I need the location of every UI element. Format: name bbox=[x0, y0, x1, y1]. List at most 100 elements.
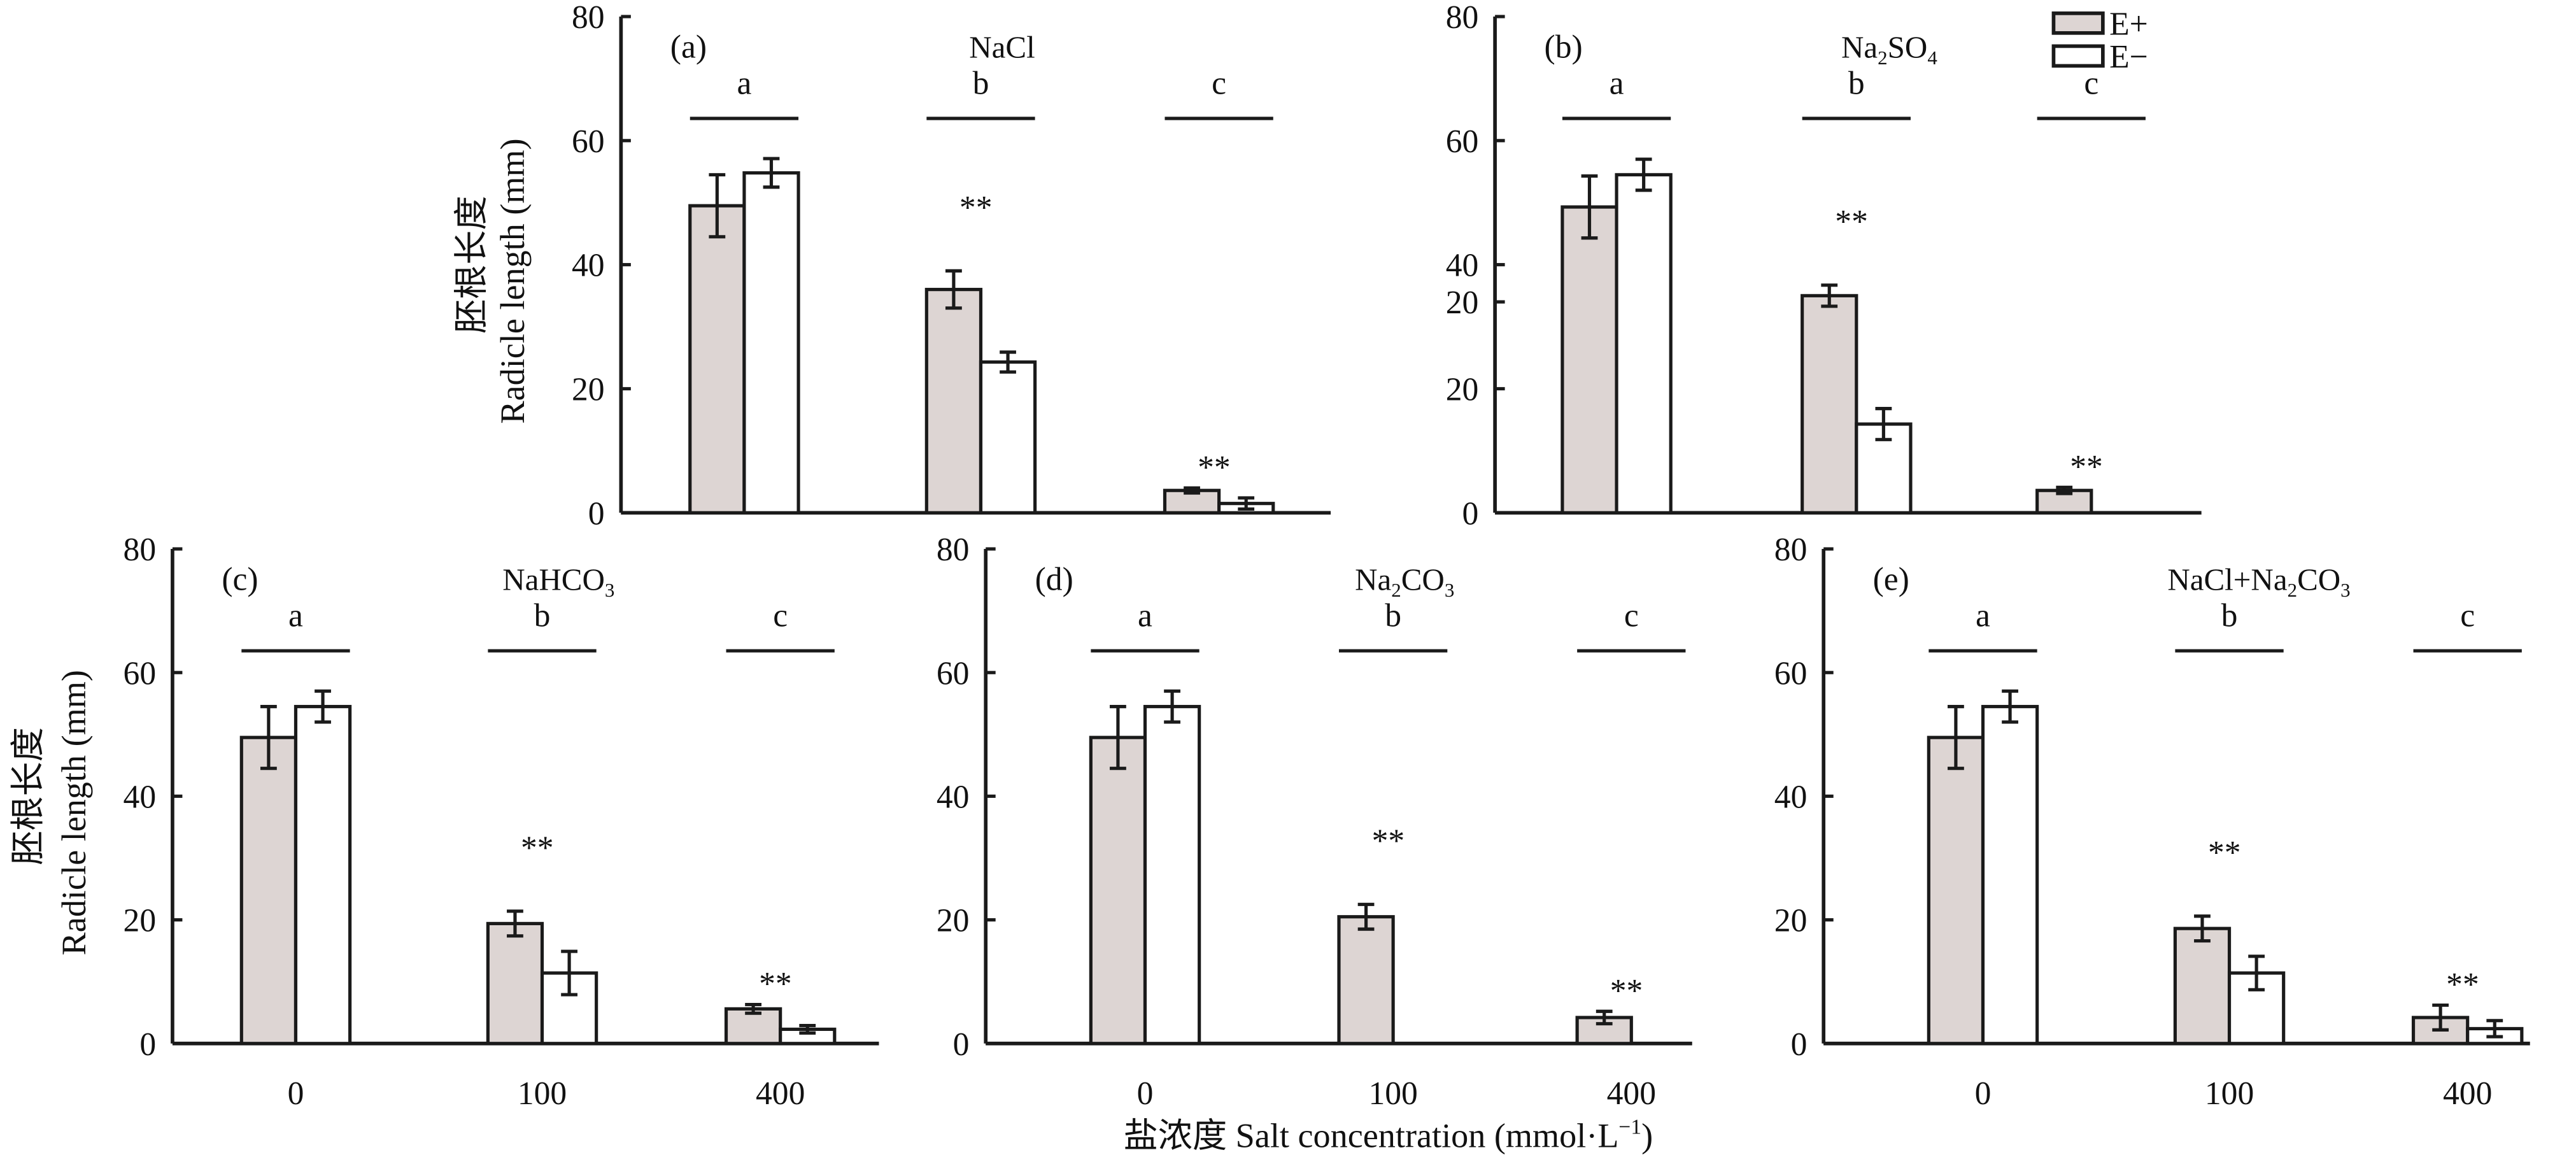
group-letter: b bbox=[1385, 597, 1401, 634]
bar-e-plus bbox=[1089, 735, 1147, 1046]
bar-e-minus bbox=[1615, 173, 1673, 515]
panel-e: 0 20 40 60 80 0 100 400 (e) NaCl+Na2CO3 a b c ** ** bbox=[1774, 532, 2530, 1112]
y-tick-label: 60 bbox=[1774, 655, 1808, 692]
significance-mark: ** bbox=[959, 190, 993, 226]
group-letter: c bbox=[1212, 65, 1226, 101]
significance-mark: ** bbox=[2446, 967, 2479, 1003]
group-letter: a bbox=[1610, 65, 1624, 101]
significance-mark: ** bbox=[521, 830, 554, 866]
x-tick-label: 400 bbox=[1607, 1075, 1656, 1112]
bar-e-plus bbox=[2173, 926, 2232, 1046]
legend-swatch bbox=[2051, 11, 2105, 35]
significance-mark: ** bbox=[759, 966, 792, 1002]
y-tick-label: 80 bbox=[572, 0, 605, 36]
panel-title: Na2SO4 bbox=[1841, 30, 1937, 69]
legend: E+E− bbox=[2051, 6, 2148, 75]
y-tick-label: 20 bbox=[1446, 285, 1479, 321]
y-tick-label: 60 bbox=[572, 124, 605, 160]
legend-label: E− bbox=[2109, 39, 2148, 75]
x-axis-label: 盐浓度 Salt concentration (mmol·L−1) bbox=[1124, 1116, 1653, 1155]
y-tick-label: 40 bbox=[124, 779, 157, 815]
x-tick-label: 100 bbox=[1368, 1075, 1417, 1112]
bar-e-minus bbox=[1143, 705, 1201, 1046]
y-axis-label: Radicle length (mm) bbox=[493, 138, 532, 423]
bar-e-plus bbox=[239, 735, 298, 1046]
significance-mark: ** bbox=[2208, 835, 2241, 871]
y-tick-label: 0 bbox=[1462, 495, 1479, 532]
bar-e-minus bbox=[1981, 705, 2039, 1046]
group-letter: c bbox=[2460, 597, 2475, 634]
bar-e-minus bbox=[742, 171, 800, 515]
y-tick-label: 80 bbox=[937, 532, 970, 568]
group-letter: c bbox=[2084, 65, 2098, 101]
group-letter: a bbox=[1976, 597, 1990, 634]
y-tick-label: 20 bbox=[124, 903, 157, 939]
x-tick-label: 0 bbox=[1975, 1075, 1992, 1112]
panel-title: Na2CO3 bbox=[1355, 562, 1454, 601]
significance-mark: ** bbox=[1198, 450, 1231, 486]
bar-e-plus bbox=[1560, 205, 1618, 515]
y-axis-label-cn: 胚根长度 bbox=[453, 195, 491, 334]
panel-label: (c) bbox=[222, 562, 258, 598]
legend-swatch bbox=[2051, 44, 2105, 68]
bar-e-plus bbox=[1163, 488, 1221, 515]
y-tick-label: 20 bbox=[1774, 903, 1808, 939]
x-tick-label: 400 bbox=[2443, 1075, 2492, 1112]
bar-e-minus bbox=[294, 705, 352, 1046]
y-tick-label: 0 bbox=[139, 1026, 156, 1063]
y-tick-label: 60 bbox=[1446, 124, 1479, 160]
y-tick-label: 0 bbox=[588, 495, 605, 532]
x-tick-label: 0 bbox=[1137, 1075, 1154, 1112]
group-letter: c bbox=[773, 597, 788, 634]
y-tick-label: 40 bbox=[1774, 779, 1808, 815]
y-tick-label: 80 bbox=[1774, 532, 1808, 568]
y-tick-label: 40 bbox=[1446, 248, 1479, 284]
y-tick-label: 80 bbox=[1446, 0, 1479, 36]
bar-e-plus bbox=[688, 204, 746, 515]
y-tick-label: 0 bbox=[953, 1026, 970, 1063]
bar-e-plus bbox=[1801, 294, 1858, 515]
y-axis-label: Radicle length (mm) bbox=[55, 670, 93, 955]
panel-title: NaCl+Na2CO3 bbox=[2167, 562, 2350, 601]
y-tick-label: 40 bbox=[937, 779, 970, 815]
panel-c: 0 20 40 60 80 0 100 400 (c) NaHCO3 a b c ** ** 胚根长度 Radi… bbox=[9, 532, 879, 1112]
panel-title: NaHCO3 bbox=[502, 562, 614, 601]
bar-e-plus bbox=[1337, 915, 1395, 1046]
group-letter: b bbox=[973, 65, 989, 101]
group-letter: a bbox=[288, 597, 303, 634]
panel-label: (b) bbox=[1545, 29, 1583, 66]
y-tick-label: 20 bbox=[937, 903, 970, 939]
bar-e-plus bbox=[1927, 735, 1985, 1046]
group-letter: b bbox=[534, 597, 551, 634]
legend-label: E+ bbox=[2109, 6, 2148, 42]
group-letter: a bbox=[737, 65, 751, 101]
panel-label: (d) bbox=[1035, 562, 1073, 598]
panel-label: (e) bbox=[1873, 562, 1909, 598]
x-tick-label: 100 bbox=[518, 1075, 567, 1112]
y-tick-label: 20 bbox=[572, 372, 605, 408]
panel-label: (a) bbox=[670, 29, 707, 66]
group-letter: b bbox=[1848, 65, 1865, 101]
y-tick-label: 40 bbox=[572, 248, 605, 284]
panel-d: 0 20 40 60 80 0 100 400 (d) Na2CO3 a b c ** ** bbox=[937, 532, 1692, 1112]
group-letter: b bbox=[2221, 597, 2238, 634]
bar-e-plus bbox=[486, 921, 544, 1046]
y-tick-label: 0 bbox=[1791, 1026, 1808, 1063]
x-tick-label: 0 bbox=[288, 1075, 304, 1112]
x-tick-label: 400 bbox=[756, 1075, 805, 1112]
panel-title: NaCl bbox=[969, 30, 1035, 65]
significance-mark: ** bbox=[2070, 449, 2103, 485]
y-tick-label: 60 bbox=[124, 655, 157, 692]
bar-e-plus bbox=[924, 288, 983, 515]
x-tick-label: 100 bbox=[2205, 1075, 2254, 1112]
significance-mark: ** bbox=[1610, 973, 1643, 1009]
panel-a: 0 20 40 60 80 (a) NaCl a b c ** ** 胚根长度 Radicle lengt… bbox=[453, 0, 1331, 532]
y-tick-label: 20 bbox=[1446, 372, 1479, 408]
y-axis-label-cn: 胚根长度 bbox=[9, 727, 47, 865]
y-tick-label: 80 bbox=[124, 532, 157, 568]
significance-mark: ** bbox=[1835, 204, 1868, 240]
group-letter: c bbox=[1624, 597, 1639, 634]
y-tick-label: 60 bbox=[937, 655, 970, 692]
